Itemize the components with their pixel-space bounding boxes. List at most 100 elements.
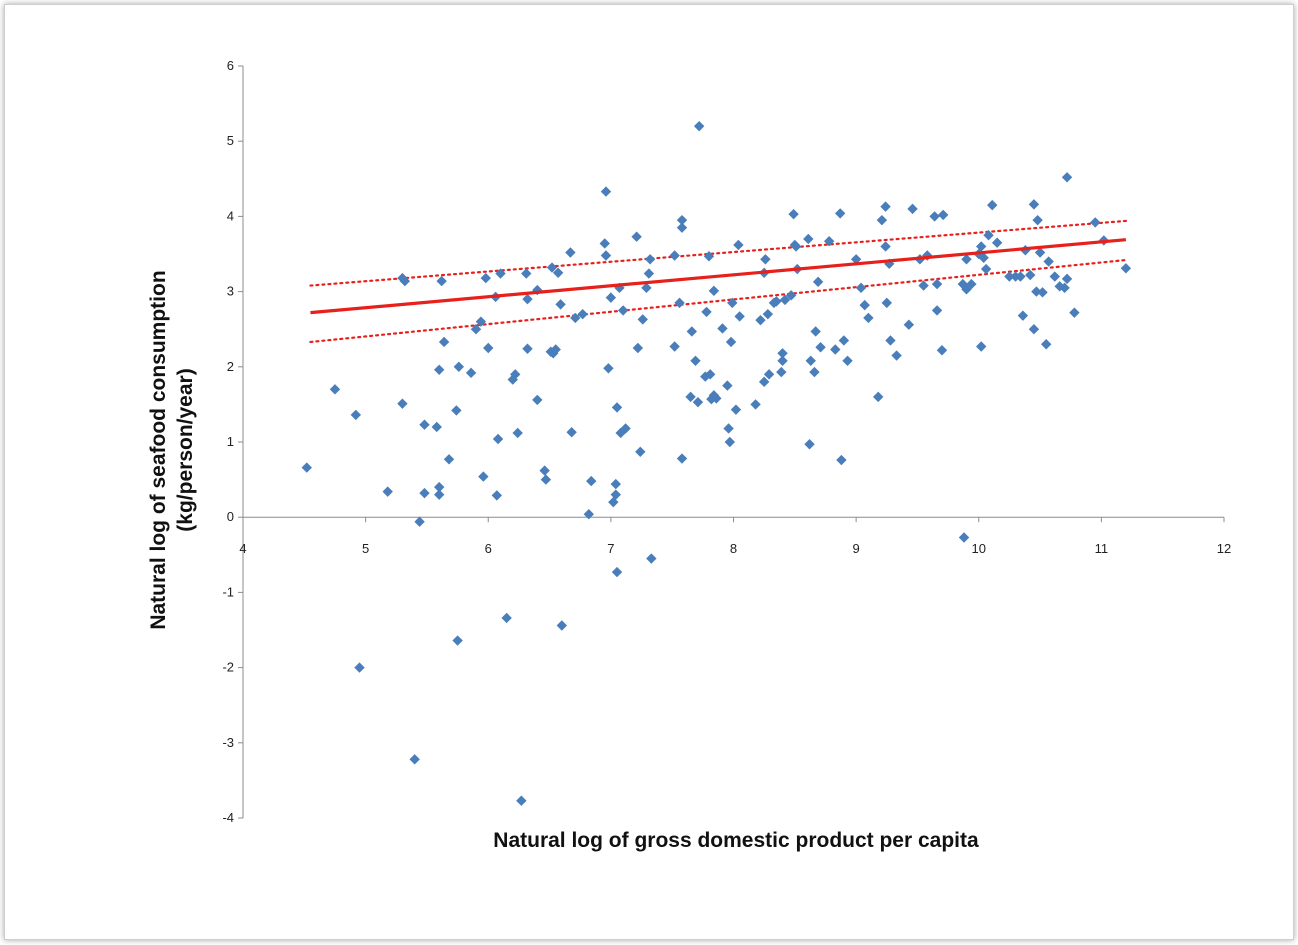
y-tick-label: 6 (227, 58, 234, 73)
data-point (1090, 217, 1101, 228)
data-point (976, 241, 987, 252)
y-tick-label: 2 (227, 359, 234, 374)
x-tick-label: 11 (1095, 541, 1109, 556)
data-point (475, 316, 487, 327)
data-point (724, 436, 736, 448)
data-point (452, 635, 463, 646)
data-point (501, 612, 512, 624)
data-point (776, 366, 787, 378)
data-point (605, 292, 617, 303)
data-point (329, 384, 341, 395)
y-tick-label: -1 (222, 584, 234, 599)
data-point (1028, 324, 1040, 335)
data-point (566, 427, 577, 438)
y-tick-label: 0 (227, 509, 234, 524)
data-point (611, 566, 623, 578)
data-point (1120, 263, 1132, 274)
data-point (1040, 339, 1052, 350)
data-point (577, 308, 588, 320)
data-point (1034, 247, 1046, 258)
data-point (669, 341, 680, 352)
y-tick-label: 4 (227, 208, 234, 223)
data-point (674, 297, 685, 309)
data-point (885, 335, 896, 346)
y-tick-label: -4 (222, 810, 234, 825)
data-point (727, 297, 738, 309)
data-point (717, 323, 728, 334)
y-axis-title-line1: Natural log of seafood consumption (147, 270, 170, 629)
data-point (397, 398, 408, 409)
data-point (510, 369, 521, 380)
data-point (771, 296, 782, 307)
y-tick-label: -2 (222, 660, 234, 675)
data-point (730, 404, 742, 415)
data-point (692, 396, 704, 408)
data-point (507, 374, 518, 385)
data-point (804, 439, 815, 450)
data-point (382, 486, 393, 497)
data-point (620, 423, 631, 434)
data-point (734, 311, 745, 322)
data-point (301, 462, 312, 473)
data-point (603, 363, 614, 374)
data-point (876, 214, 888, 226)
data-point (936, 345, 948, 356)
data-point (480, 272, 491, 284)
data-point (556, 620, 568, 631)
data-point (615, 427, 626, 439)
x-tick-label: 4 (239, 541, 246, 556)
data-point (483, 342, 494, 354)
data-point (443, 454, 455, 465)
data-point (610, 489, 621, 500)
data-point (1032, 214, 1043, 226)
data-point (1031, 286, 1042, 297)
data-point (521, 268, 532, 279)
data-point (762, 308, 774, 320)
y-tick-label: 3 (227, 284, 234, 299)
y-tick-label: 1 (227, 434, 234, 449)
data-point (438, 336, 450, 348)
data-point (803, 233, 814, 245)
data-point (550, 344, 561, 355)
data-point (790, 241, 802, 252)
x-axis-title: Natural log of gross domestic product pe… (493, 829, 979, 852)
data-point (676, 214, 688, 226)
data-point (399, 275, 411, 287)
data-point (1017, 310, 1029, 321)
chart-frame: -4 -3 -2 -1 0 1 2 3 4 5 6 4 5 6 7 8 9 10 11 12 Natural log … (4, 4, 1294, 940)
data-point (842, 355, 853, 366)
data-point (777, 348, 788, 359)
data-point (760, 254, 771, 265)
data-point (703, 251, 715, 262)
data-point (701, 306, 712, 318)
data-point (546, 262, 558, 273)
data-point (987, 199, 998, 211)
data-point (733, 239, 744, 251)
data-point (478, 471, 489, 482)
data-point (431, 421, 442, 433)
data-point (755, 314, 766, 326)
data-point (646, 553, 657, 564)
confidence-band (309, 219, 1128, 344)
data-point (961, 254, 972, 265)
data-point (1028, 199, 1040, 210)
data-point (350, 409, 362, 421)
data-point (617, 305, 629, 316)
data-point (1025, 269, 1036, 281)
data-point (805, 355, 816, 366)
data-point (600, 186, 612, 197)
regression-line (310, 238, 1127, 315)
data-point (610, 478, 621, 490)
data-point (436, 275, 447, 287)
data-point (676, 453, 688, 464)
data-point (414, 516, 425, 527)
data-point (540, 474, 552, 485)
data-point (880, 201, 891, 212)
y-tick-label: 5 (227, 133, 234, 148)
data-point (812, 276, 824, 288)
data-point (891, 350, 902, 361)
data-point (354, 662, 365, 673)
data-point (685, 391, 696, 403)
